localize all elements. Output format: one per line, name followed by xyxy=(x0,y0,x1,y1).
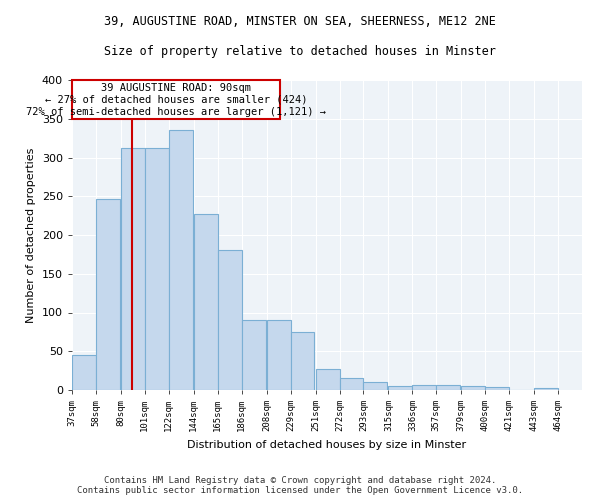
Bar xyxy=(534,388,558,390)
Text: Contains HM Land Registry data © Crown copyright and database right 2024.
Contai: Contains HM Land Registry data © Crown c… xyxy=(77,476,523,495)
Bar xyxy=(266,320,290,390)
Text: 39, AUGUSTINE ROAD, MINSTER ON SEA, SHEERNESS, ME12 2NE: 39, AUGUSTINE ROAD, MINSTER ON SEA, SHEE… xyxy=(104,15,496,28)
Bar xyxy=(485,387,509,390)
Bar xyxy=(218,250,242,390)
Bar xyxy=(461,386,485,390)
Bar xyxy=(412,386,436,390)
Text: Size of property relative to detached houses in Minster: Size of property relative to detached ho… xyxy=(104,45,496,58)
Bar xyxy=(388,386,412,390)
Text: ← 27% of detached houses are smaller (424): ← 27% of detached houses are smaller (42… xyxy=(45,94,307,104)
Text: 39 AUGUSTINE ROAD: 90sqm: 39 AUGUSTINE ROAD: 90sqm xyxy=(101,82,251,92)
Bar xyxy=(316,369,340,390)
Bar xyxy=(436,386,460,390)
Bar xyxy=(194,214,218,390)
FancyBboxPatch shape xyxy=(72,80,280,118)
Bar xyxy=(169,130,193,390)
Y-axis label: Number of detached properties: Number of detached properties xyxy=(26,148,36,322)
Bar xyxy=(96,200,120,390)
Text: 72% of semi-detached houses are larger (1,121) →: 72% of semi-detached houses are larger (… xyxy=(26,107,326,117)
Bar xyxy=(364,382,388,390)
Bar xyxy=(121,148,145,390)
Bar xyxy=(242,320,266,390)
Bar xyxy=(340,378,364,390)
Bar xyxy=(145,148,169,390)
Bar xyxy=(72,355,96,390)
Bar xyxy=(290,332,314,390)
X-axis label: Distribution of detached houses by size in Minster: Distribution of detached houses by size … xyxy=(187,440,467,450)
